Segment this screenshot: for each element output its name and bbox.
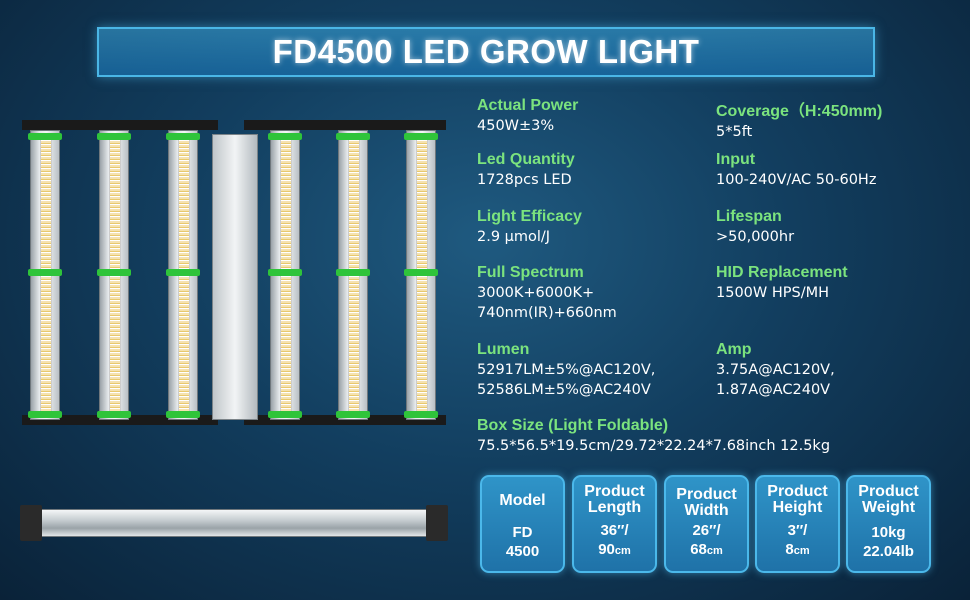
card-product-length: Product Length 36′′/90cm (572, 475, 657, 573)
power-driver (212, 134, 258, 420)
spec-coverage: Coverage（H:450mm) 5*5ft (716, 103, 883, 140)
top-rail-right (244, 120, 446, 130)
spec-box-size: Box Size (Light Foldable) 75.5*56.5*19.5… (477, 417, 831, 454)
bottom-rail-left (22, 415, 218, 425)
led-bar (97, 130, 131, 420)
card-model: Model FD 4500 (480, 475, 565, 573)
bottom-rail-right (244, 415, 446, 425)
spec-input: Input 100-240V/AC 50-60Hz (716, 151, 877, 188)
led-bar (28, 130, 62, 420)
page-title: FD4500 LED GROW LIGHT (272, 33, 700, 70)
spec-light-efficacy: Light Efficacy 2.9 μmol/J (477, 208, 582, 245)
led-bar (166, 130, 200, 420)
spec-led-quantity: Led Quantity 1728pcs LED (477, 151, 575, 188)
led-grow-light-image (22, 110, 446, 432)
title-banner: FD4500 LED GROW LIGHT (97, 27, 875, 77)
led-bar-side-view-image (18, 495, 448, 550)
spec-hid-replacement: HID Replacement 1500W HPS/MH (716, 264, 848, 301)
spec-actual-power: Actual Power 450W±3% (477, 97, 579, 134)
spec-full-spectrum: Full Spectrum 3000K+6000K+ 740nm(IR)+660… (477, 264, 617, 321)
spec-lifespan: Lifespan >50,000hr (716, 208, 795, 245)
top-rail-left (22, 120, 218, 130)
spec-lumen: Lumen 52917LM±5%@AC120V, 52586LM±5%@AC24… (477, 341, 656, 398)
card-product-weight: Product Weight 10kg 22.04lb (846, 475, 931, 573)
spec-amp: Amp 3.75A@AC120V, 1.87A@AC240V (716, 341, 835, 398)
led-bar (336, 130, 370, 420)
led-bar (268, 130, 302, 420)
card-product-height: Product Height 3′′/8cm (755, 475, 840, 573)
card-product-width: Product Width 26′′/68cm (664, 475, 749, 573)
led-bar (404, 130, 438, 420)
